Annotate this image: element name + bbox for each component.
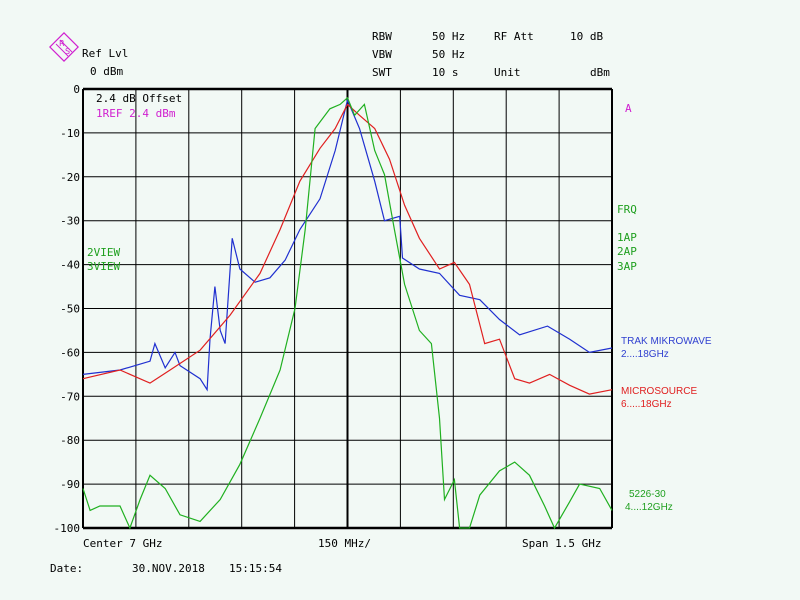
legend-micro-range: 6.....18GHz	[621, 399, 672, 410]
y-tick-label: -60	[60, 346, 80, 359]
traces	[82, 96, 613, 530]
vbw-value: 50 Hz	[432, 48, 466, 61]
legend-trak-name: TRAK MIKROWAVE	[621, 336, 712, 347]
rbw-label: RBW	[372, 30, 392, 43]
ref-level-value: 0 dBm	[90, 65, 124, 78]
view-3: 3VIEW	[87, 260, 121, 273]
y-tick-label: -20	[60, 171, 80, 184]
swt-label: SWT	[372, 66, 392, 79]
grid: 0 -10 -20 -30 -40 -50 -60 -70 -80 -90 -100	[54, 83, 613, 535]
rbw-value: 50 Hz	[432, 30, 466, 43]
vbw-label: VBW	[372, 48, 392, 61]
legend-5226-range: 4....12GHz	[625, 502, 673, 513]
date-label: Date:	[50, 562, 84, 575]
y-tick-label: -40	[60, 259, 80, 272]
trace-trak-mikrowave	[82, 98, 613, 392]
ap-2: 2AP	[617, 245, 637, 258]
unit-value: dBm	[590, 66, 610, 79]
y-tick-label: -30	[60, 215, 80, 228]
unit-label: Unit	[494, 66, 521, 79]
y-tick-label: -10	[60, 127, 80, 140]
svg-text:R: R	[59, 39, 65, 48]
y-tick-label: 0	[73, 83, 80, 96]
trace-a-label: A	[625, 102, 632, 115]
per-division: 150 MHz/	[318, 537, 371, 550]
legend-5226-name: 5226-30	[629, 489, 666, 500]
y-tick-label: -70	[60, 390, 80, 403]
ap-3: 3AP	[617, 260, 637, 273]
legend-micro-name: MICROSOURCE	[621, 386, 698, 397]
rs-logo: R S	[49, 32, 79, 62]
span: Span 1.5 GHz	[522, 537, 602, 550]
y-tick-label: -80	[60, 434, 80, 447]
frq-label: FRQ	[617, 203, 637, 216]
y-tick-label: -50	[60, 303, 80, 316]
rf-att-value: 10 dB	[570, 30, 604, 43]
swt-value: 10 s	[432, 66, 459, 79]
center-frequency: Center 7 GHz	[83, 537, 163, 550]
y-tick-label: -90	[60, 478, 80, 491]
trace-microsource	[82, 103, 613, 395]
offset-text: 2.4 dB Offset	[96, 92, 183, 105]
ref-marker-text: 1REF 2.4 dBm	[96, 107, 176, 120]
legend-trak-range: 2....18GHz	[621, 349, 669, 360]
svg-text:S: S	[65, 47, 70, 56]
rf-att-label: RF Att	[494, 30, 534, 43]
view-2: 2VIEW	[87, 246, 121, 259]
date-value: 30.NOV.2018	[132, 562, 205, 575]
trace-5226-30	[82, 96, 613, 530]
y-tick-label: -100	[54, 522, 81, 535]
ap-1: 1AP	[617, 231, 637, 244]
time-value: 15:15:54	[229, 562, 282, 575]
ref-level-label: Ref Lvl	[82, 47, 129, 60]
